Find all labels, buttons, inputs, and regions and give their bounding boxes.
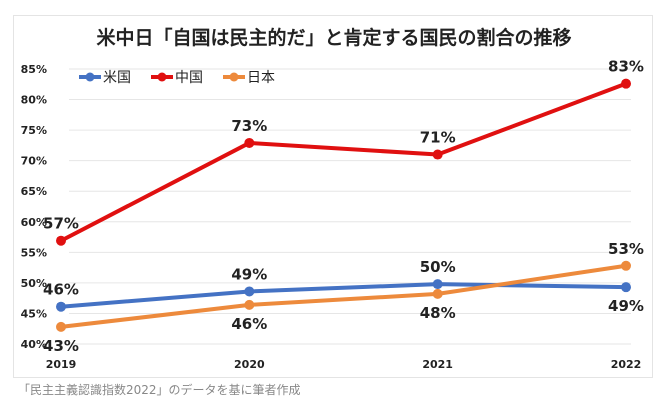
series-line-2: [60, 263, 627, 329]
series-line-1: [60, 81, 627, 243]
y-tick-label: 55%: [21, 246, 47, 259]
legend-marker: [229, 72, 239, 82]
series-line-0: [60, 282, 627, 309]
data-point: [56, 301, 66, 312]
data-label: 46%: [43, 281, 79, 299]
data-label: 53%: [608, 240, 644, 258]
y-tick-label: 50%: [21, 277, 47, 290]
data-point: [432, 279, 443, 290]
data-label: 46%: [231, 315, 267, 333]
data-point: [621, 282, 631, 293]
x-tick-label: 2019: [46, 358, 77, 371]
y-tick-label: 80%: [21, 94, 47, 107]
data-point: [432, 149, 443, 160]
legend-label: 中国: [175, 70, 203, 86]
data-point: [56, 235, 66, 246]
data-point: [244, 299, 255, 310]
data-point: [621, 260, 631, 271]
y-tick-label: 85%: [21, 63, 47, 76]
y-tick-label: 65%: [21, 185, 47, 198]
x-tick-label: 2021: [422, 358, 453, 371]
source-caption: 「民主主義認識指数2022」のデータを基に筆者作成: [18, 383, 301, 397]
data-point: [621, 78, 631, 89]
data-label: 73%: [231, 117, 267, 135]
data-label: 50%: [420, 258, 456, 276]
data-label: 49%: [231, 265, 267, 283]
data-label: 83%: [608, 58, 644, 76]
x-tick-label: 2022: [611, 358, 642, 371]
data-label: 43%: [43, 337, 79, 355]
y-tick-label: 40%: [21, 338, 47, 351]
data-point: [432, 288, 443, 299]
line-chart: 米中日「自国は民主的だ」と肯定する国民の割合の推移 40% 45% 50% 55% 60%…: [21, 26, 644, 371]
y-tick-label: 70%: [21, 155, 47, 168]
data-point: [56, 321, 66, 332]
data-label: 49%: [608, 297, 644, 315]
data-point: [244, 137, 255, 148]
data-point: [244, 286, 255, 297]
chart-frame: 米中日「自国は民主的だ」と肯定する国民の割合の推移 40% 45% 50% 55% 60%…: [13, 15, 653, 378]
legend-marker: [85, 72, 95, 82]
legend-label: 日本: [247, 70, 275, 86]
data-label: 48%: [420, 304, 456, 322]
x-tick-label: 2020: [234, 358, 265, 371]
legend-label: 米国: [103, 70, 131, 86]
data-label: 71%: [420, 129, 456, 147]
y-tick-label: 75%: [21, 124, 47, 137]
y-tick-label: 45%: [21, 307, 47, 320]
legend-marker: [157, 72, 167, 82]
data-label: 57%: [43, 215, 79, 233]
chart-title: 米中日「自国は民主的だ」と肯定する国民の割合の推移: [96, 26, 571, 49]
y-tick-label: 60%: [21, 216, 47, 229]
